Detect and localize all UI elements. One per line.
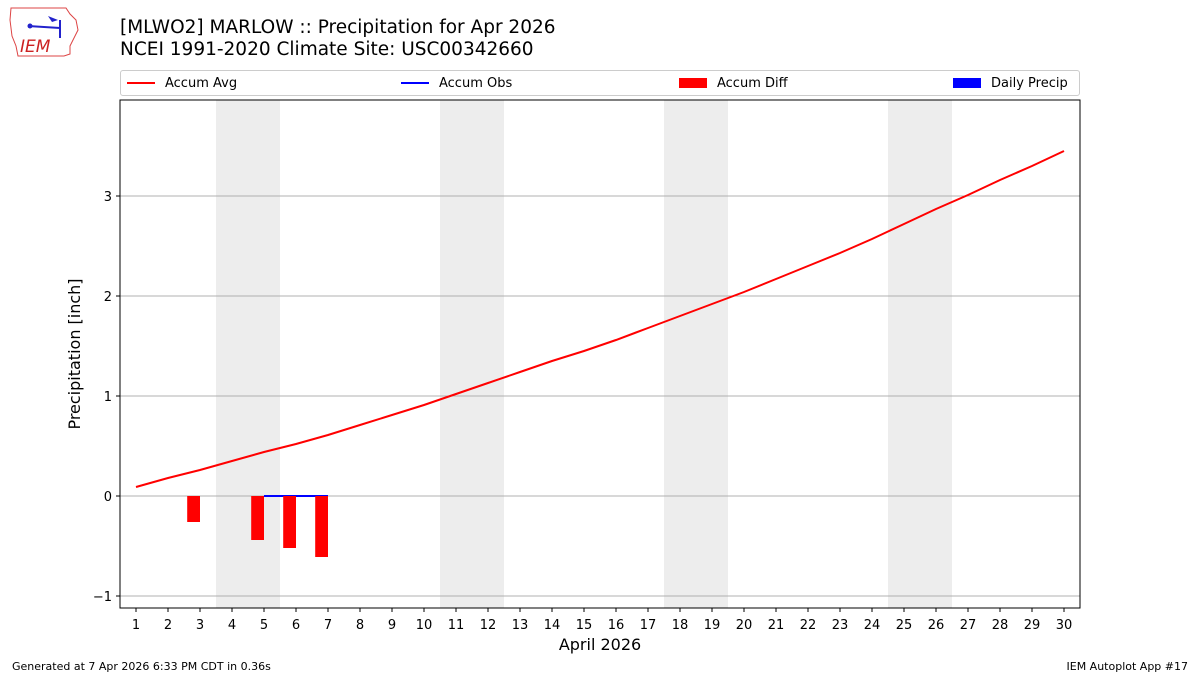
chart-title: [MLWO2] MARLOW :: Precipitation for Apr … [120, 17, 556, 38]
chart-subtitle: NCEI 1991-2020 Climate Site: USC00342660 [120, 39, 534, 60]
bar-accum-diff [283, 496, 296, 548]
x-tick-label: 17 [640, 618, 657, 633]
weekend-shade [888, 100, 952, 608]
x-tick-label: 7 [324, 618, 332, 633]
x-tick-label: 29 [1024, 618, 1041, 633]
legend-accum-obs: Accum Obs [401, 71, 512, 95]
x-tick-label: 15 [576, 618, 593, 633]
y-tick-label: −1 [93, 590, 112, 605]
x-tick-label: 20 [736, 618, 753, 633]
x-tick-label: 11 [448, 618, 465, 633]
footer-generated: Generated at 7 Apr 2026 6:33 PM CDT in 0… [12, 660, 271, 673]
x-tick-label: 19 [704, 618, 721, 633]
legend-daily-precip: Daily Precip [953, 71, 1068, 95]
x-tick-label: 30 [1056, 618, 1073, 633]
x-tick-label: 26 [928, 618, 945, 633]
bar-accum-diff [315, 496, 328, 557]
weekend-shade [664, 100, 728, 608]
bar-accum-diff [251, 496, 264, 540]
legend: Accum Avg Accum Obs Accum Diff Daily Pre… [120, 70, 1080, 96]
x-tick-label: 1 [132, 618, 140, 633]
x-tick-label: 14 [544, 618, 561, 633]
x-tick-label: 24 [864, 618, 881, 633]
x-axis-label: April 2026 [559, 635, 641, 654]
x-tick-label: 8 [356, 618, 364, 633]
x-tick-label: 27 [960, 618, 977, 633]
legend-accum-diff: Accum Diff [679, 71, 788, 95]
x-tick-label: 2 [164, 618, 172, 633]
x-tick-label: 4 [228, 618, 236, 633]
x-tick-label: 3 [196, 618, 204, 633]
x-tick-label: 10 [416, 618, 433, 633]
weekend-shade [216, 100, 280, 608]
x-tick-label: 12 [480, 618, 497, 633]
x-tick-label: 22 [800, 618, 817, 633]
x-tick-label: 23 [832, 618, 849, 633]
line-accum-avg [135, 150, 1065, 488]
y-tick-label: 0 [104, 490, 112, 505]
y-tick-label: 3 [104, 190, 112, 205]
x-tick-label: 16 [608, 618, 625, 633]
y-tick-label: 2 [104, 290, 112, 305]
x-tick-label: 5 [260, 618, 268, 633]
x-tick-label: 6 [292, 618, 300, 633]
y-axis-label: Precipitation [inch] [65, 278, 84, 429]
x-tick-label: 25 [896, 618, 913, 633]
iem-logo: IEM [9, 7, 79, 57]
bar-accum-diff [187, 496, 200, 522]
x-tick-label: 21 [768, 618, 785, 633]
weekend-shade [440, 100, 504, 608]
x-tick-label: 13 [512, 618, 529, 633]
footer-app: IEM Autoplot App #17 [1066, 660, 1189, 673]
axes-frame [119, 99, 1081, 609]
x-tick-label: 9 [388, 618, 396, 633]
legend-accum-avg: Accum Avg [127, 71, 237, 95]
x-tick-label: 28 [992, 618, 1009, 633]
y-tick-label: 1 [104, 390, 112, 405]
svg-text:IEM: IEM [20, 37, 51, 57]
x-tick-label: 18 [672, 618, 689, 633]
